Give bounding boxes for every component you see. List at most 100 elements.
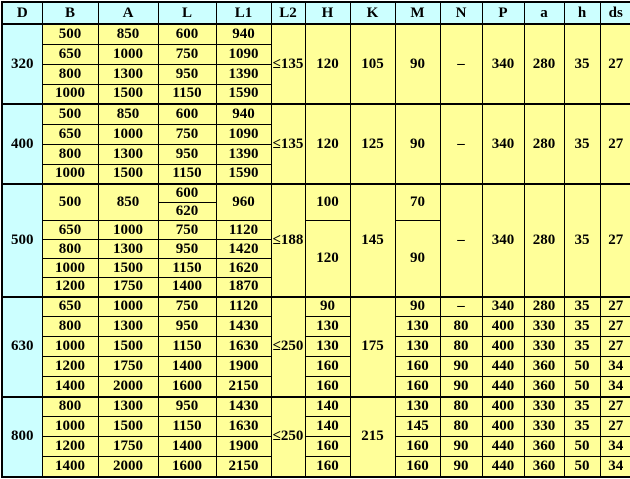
cell-l1: 2150 [215, 376, 272, 397]
cell-h: 130 [304, 316, 351, 337]
cell-b: 500 [41, 23, 99, 45]
cell-n: 80 [439, 416, 483, 437]
cell-h-small: 35 [563, 23, 601, 105]
cell-l1: 940 [215, 23, 272, 45]
cell-l: 750 [157, 43, 217, 65]
cell-l1: 1390 [215, 143, 272, 165]
cell-h-small: 50 [563, 456, 601, 477]
header-p: P [481, 1, 525, 25]
cell-ds: 34 [599, 436, 630, 457]
cell-a: 1750 [97, 436, 159, 457]
cell-k: 125 [349, 103, 396, 185]
cell-k: 145 [349, 183, 396, 297]
cell-ds: 34 [599, 356, 630, 377]
cell-p: 340 [481, 183, 525, 297]
cell-b: 800 [41, 63, 99, 85]
cell-a: 1500 [97, 83, 159, 105]
cell-l1: 1870 [215, 277, 272, 297]
header-l1: L1 [215, 1, 272, 25]
cell-a-small: 330 [523, 336, 565, 357]
cell-h: 160 [304, 356, 351, 377]
cell-l: 1400 [157, 356, 217, 377]
cell-h: 120 [304, 23, 351, 105]
cell-n: 80 [439, 336, 483, 357]
cell-a-small: 330 [523, 316, 565, 337]
table-row: 1000 1500 1150 1630 140 145 80 400 330 3… [2, 416, 630, 437]
cell-l1: 1590 [215, 163, 272, 185]
cell-l: 1600 [157, 376, 217, 397]
cell-a: 2000 [97, 456, 159, 477]
cell-p: 400 [481, 395, 525, 417]
table-row: 400 500 850 600 940 ≤135 120 125 90 – 34… [1, 103, 630, 185]
cell-a-small: 360 [523, 436, 565, 457]
table-row: 500 500 850 600 960 ≤188 100 145 70 – 34… [1, 183, 630, 297]
header-a: A [97, 1, 159, 25]
cell-h: 140 [304, 395, 351, 417]
cell-m: 130 [394, 316, 441, 337]
cell-a: 1300 [97, 395, 159, 417]
cell-k: 175 [349, 295, 396, 397]
cell-n: – [439, 295, 483, 317]
table-row: 650 1000 750 1090 [2, 123, 630, 145]
cell-b: 500 [41, 103, 99, 125]
cell-d: 320 [1, 23, 43, 105]
cell-a: 850 [97, 103, 159, 125]
cell-a: 1300 [97, 63, 159, 85]
cell-m: 130 [394, 336, 441, 357]
cell-a: 1300 [97, 143, 159, 165]
cell-l: 1150 [157, 336, 217, 357]
cell-a-small: 280 [523, 295, 565, 317]
cell-a: 1300 [97, 316, 159, 337]
cell-a-small: 330 [523, 395, 565, 417]
cell-a: 850 [97, 23, 159, 45]
cell-l: 950 [157, 316, 217, 337]
cell-m: 70 [394, 183, 441, 221]
table-row: 1400 2000 1600 2150 160 160 90 440 360 5… [2, 376, 630, 397]
cell-l: 750 [157, 123, 217, 145]
cell-h-small: 35 [563, 103, 601, 185]
cell-a-small: 280 [523, 103, 565, 185]
cell-l: 1150 [157, 163, 217, 185]
cell-l: 1400 [157, 436, 217, 457]
cell-b: 1400 [41, 456, 99, 477]
cell-a: 1000 [97, 123, 159, 145]
cell-l1: 1590 [215, 83, 272, 105]
cell-a-small: 360 [523, 356, 565, 377]
cell-b: 800 [41, 395, 99, 417]
cell-l: 1150 [157, 416, 217, 437]
cell-l1: 1620 [215, 258, 272, 278]
cell-m: 90 [394, 23, 441, 105]
cell-l: 1150 [157, 83, 217, 105]
cell-n: – [439, 183, 483, 297]
cell-p: 340 [481, 23, 525, 105]
cell-l: 750 [157, 220, 217, 240]
cell-l: 1600 [157, 456, 217, 477]
cell-a: 1500 [97, 163, 159, 185]
cell-b: 1400 [41, 376, 99, 397]
cell-a-small: 330 [523, 416, 565, 437]
cell-n: 80 [439, 316, 483, 337]
cell-h-small: 35 [563, 416, 601, 437]
cell-k: 105 [349, 23, 396, 105]
cell-b: 1000 [41, 416, 99, 437]
cell-l1: 1630 [215, 416, 272, 437]
cell-l1: 1420 [215, 239, 272, 259]
cell-h: 140 [304, 416, 351, 437]
cell-p: 440 [481, 356, 525, 377]
cell-h-small: 35 [563, 336, 601, 357]
header-m: M [394, 1, 441, 25]
table-row: 800 1300 950 1390 [2, 143, 630, 165]
cell-a-small: 360 [523, 456, 565, 477]
cell-l1: 1390 [215, 63, 272, 85]
cell-a: 1500 [97, 258, 159, 278]
cell-b: 800 [41, 239, 99, 259]
cell-ds: 27 [599, 395, 630, 417]
header-k: K [349, 1, 396, 25]
cell-n: 80 [439, 395, 483, 417]
cell-m: 160 [394, 356, 441, 377]
header-d: D [1, 1, 43, 25]
header-row: D B A L L1 L2 H K M N P a h ds [1, 1, 630, 25]
cell-h-small: 50 [563, 436, 601, 457]
cell-h: 160 [304, 456, 351, 477]
